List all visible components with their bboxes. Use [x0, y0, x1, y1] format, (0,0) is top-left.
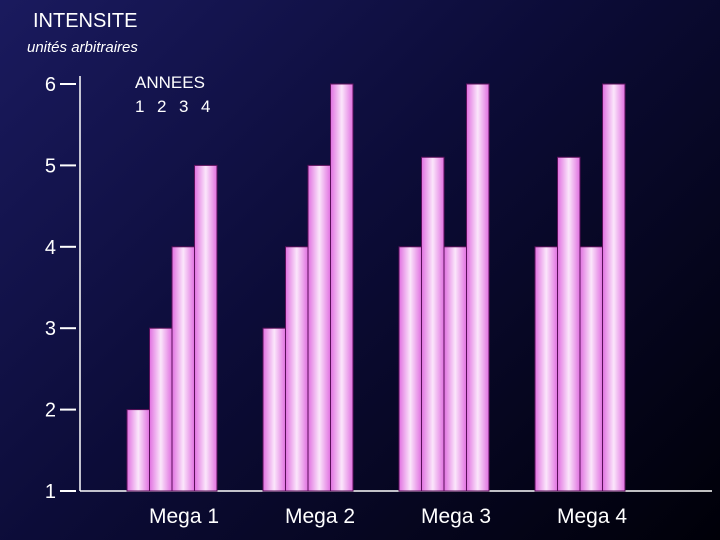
y-tick-label: 6	[45, 74, 56, 96]
y-tick-label: 2	[45, 400, 56, 422]
legend-label: 4	[201, 97, 210, 116]
bar	[534, 246, 558, 492]
bar	[194, 164, 218, 492]
category-label: Mega 3	[421, 505, 491, 528]
legend-label: 3	[179, 97, 188, 116]
bars	[126, 83, 626, 492]
legend-label: 2	[157, 97, 166, 116]
bar	[579, 246, 603, 492]
category-label: Mega 1	[149, 505, 219, 528]
y-tick-label: 3	[45, 318, 56, 340]
y-axis-title: INTENSITE	[33, 10, 137, 32]
bar	[421, 156, 445, 492]
y-ticks: 1 2 3 4 5 6	[45, 74, 76, 503]
category-labels: Mega 1 Mega 2 Mega 3 Mega 4	[149, 505, 627, 528]
y-tick-label: 5	[45, 155, 56, 177]
bar	[285, 246, 309, 492]
legend-label: 1	[135, 97, 144, 116]
bar	[171, 246, 195, 492]
legend-title: ANNEES	[135, 73, 205, 92]
y-tick-label: 1	[45, 481, 56, 503]
y-tick-label: 4	[45, 237, 56, 259]
bar	[126, 409, 150, 492]
category-label: Mega 4	[557, 505, 627, 528]
bar	[443, 246, 467, 492]
bar	[602, 83, 626, 492]
y-axis-unit: unités arbitraires	[27, 39, 138, 56]
bar	[262, 327, 286, 492]
bar	[149, 327, 173, 492]
category-label: Mega 2	[285, 505, 355, 528]
bar	[330, 83, 354, 492]
bar	[557, 156, 581, 492]
bar	[466, 83, 490, 492]
bar	[307, 164, 331, 492]
bar	[398, 246, 422, 492]
